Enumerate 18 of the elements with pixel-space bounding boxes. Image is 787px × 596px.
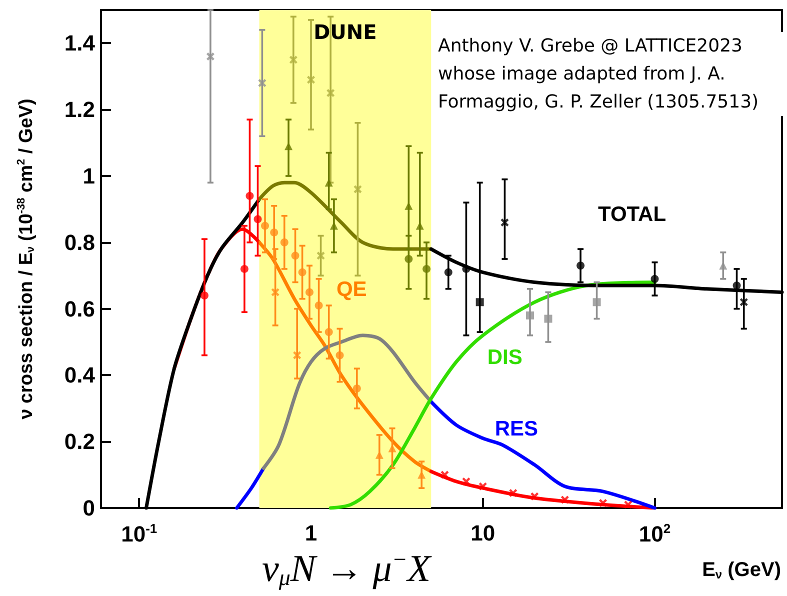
x-tick-label: 10 — [470, 520, 496, 546]
y-tick-label: 1.2 — [64, 97, 95, 122]
y-tick-label: 0.8 — [64, 230, 95, 255]
y-tick-label: 1 — [82, 164, 95, 188]
series-label: QE — [336, 278, 367, 301]
y-tick-label: 1.4 — [64, 30, 96, 56]
y-axis-title: ν cross section / Eν (10-38 cm2 / GeV) — [16, 98, 37, 420]
annotation: Anthony V. Grebe @ LATTICE2023 whose image adapted from J. A. Formaggio, G. P. Zeller (1305.7513) — [438, 36, 759, 112]
y-tick-label: 0.2 — [64, 429, 95, 454]
series-label: RES — [494, 417, 538, 440]
y-tick-label: 0 — [82, 496, 95, 520]
text: νμN → μ−X — [262, 547, 432, 590]
text: TOTAL — [598, 203, 666, 226]
y-tick-label: 0.6 — [64, 296, 95, 322]
x-tick-label: 1 — [304, 520, 318, 546]
band-label: DUNE — [314, 20, 377, 44]
series-label: DIS — [487, 346, 522, 369]
y-tick-label: 0.4 — [64, 362, 96, 388]
